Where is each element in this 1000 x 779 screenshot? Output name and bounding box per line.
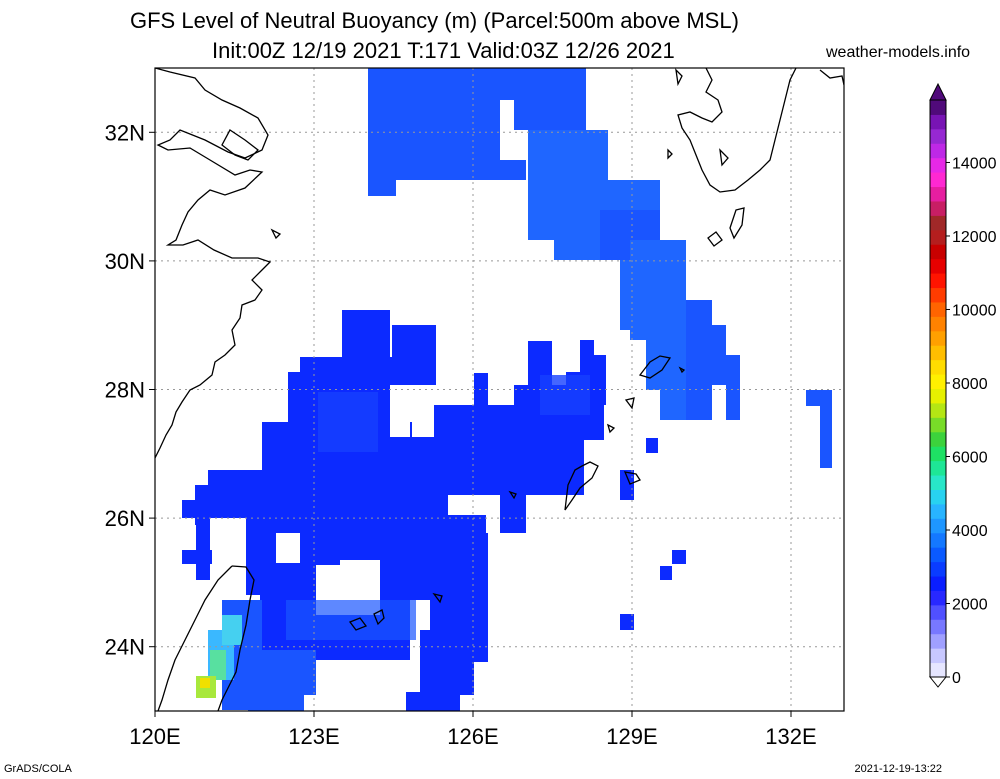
y-axis: 24N 26N 28N 30N 32N <box>105 120 155 660</box>
colorbar-label: 12000 <box>952 229 997 246</box>
x-axis: 120E 123E 126E 129E 132E <box>129 711 817 749</box>
colorbar-swatch <box>930 446 946 462</box>
colorbar-labels: 0 2000 4000 6000 8000 10000 12000 14000 <box>946 155 997 687</box>
y-tick-label: 26N <box>105 506 145 531</box>
x-tick-label: 123E <box>288 724 339 749</box>
colorbar-swatch <box>930 345 946 361</box>
colorbar-swatch <box>930 417 946 433</box>
footer-left: GrADS/COLA <box>4 763 72 775</box>
colorbar-swatch <box>930 489 946 505</box>
buoyancy-field <box>182 68 832 711</box>
colorbar-swatch <box>930 172 946 188</box>
colorbar-label: 10000 <box>952 302 997 319</box>
colorbar-swatch <box>930 229 946 245</box>
x-tick-label: 126E <box>447 724 498 749</box>
colorbar-swatch <box>930 287 946 303</box>
colorbar-swatch <box>930 460 946 476</box>
colorbar-label: 8000 <box>952 376 988 393</box>
colorbar-swatch <box>930 114 946 130</box>
colorbar-swatch <box>930 100 946 115</box>
colorbar-swatch <box>930 475 946 490</box>
colorbar-label: 2000 <box>952 596 988 613</box>
y-tick-label: 28N <box>105 378 145 403</box>
colorbar-swatch <box>930 128 946 144</box>
y-tick-label: 32N <box>105 120 145 145</box>
x-tick-label: 132E <box>765 724 816 749</box>
colorbar-swatch <box>930 186 946 202</box>
colorbar-swatch <box>930 143 946 159</box>
coastlines <box>155 68 844 711</box>
colorbar-swatch <box>930 157 946 173</box>
colorbar-swatch <box>930 518 946 534</box>
colorbar-swatch <box>930 604 946 620</box>
map-subtitle: Init:00Z 12/19 2021 T:171 Valid:03Z 12/2… <box>212 38 675 63</box>
x-tick-label: 120E <box>129 724 180 749</box>
colorbar-swatch <box>930 532 946 548</box>
colorbar-label: 4000 <box>952 523 988 540</box>
colorbar-swatch <box>930 648 946 664</box>
colorbar-swatch <box>930 374 946 389</box>
colorbar-swatch <box>930 273 946 289</box>
colorbar-swatch <box>930 330 946 346</box>
x-tick-label: 129E <box>606 724 657 749</box>
colorbar <box>928 82 948 688</box>
colorbar-swatch <box>930 316 946 332</box>
colorbar-swatch <box>930 590 946 606</box>
colorbar-label: 0 <box>952 670 961 687</box>
footer-right: 2021-12-19-13:22 <box>854 763 942 775</box>
y-tick-label: 24N <box>105 635 145 660</box>
colorbar-swatch <box>930 503 946 519</box>
colorbar-swatch <box>930 431 946 447</box>
credit-text: weather-models.info <box>826 44 971 61</box>
map-title: GFS Level of Neutral Buoyancy (m) (Parce… <box>130 8 739 33</box>
colorbar-swatch <box>930 359 946 375</box>
colorbar-label: 6000 <box>952 449 988 466</box>
colorbar-min-arrow <box>928 676 948 688</box>
y-tick-label: 30N <box>105 249 145 274</box>
colorbar-label: 14000 <box>952 155 997 172</box>
colorbar-max-arrow <box>929 82 947 101</box>
colorbar-swatch <box>930 215 946 231</box>
colorbar-swatch <box>930 244 946 260</box>
colorbar-swatch <box>930 662 946 678</box>
colorbar-swatch <box>930 547 946 563</box>
colorbar-swatch <box>930 200 946 216</box>
colorbar-swatch <box>930 388 946 404</box>
colorbar-swatch <box>930 561 946 577</box>
map-gridlines <box>155 68 844 711</box>
colorbar-frame <box>929 99 947 678</box>
colorbar-swatch <box>930 301 946 317</box>
colorbar-swatch <box>930 258 946 274</box>
colorbar-swatch <box>930 633 946 649</box>
colorbar-swatch <box>930 402 946 418</box>
colorbar-swatch <box>930 576 946 591</box>
colorbar-swatch <box>930 619 946 635</box>
